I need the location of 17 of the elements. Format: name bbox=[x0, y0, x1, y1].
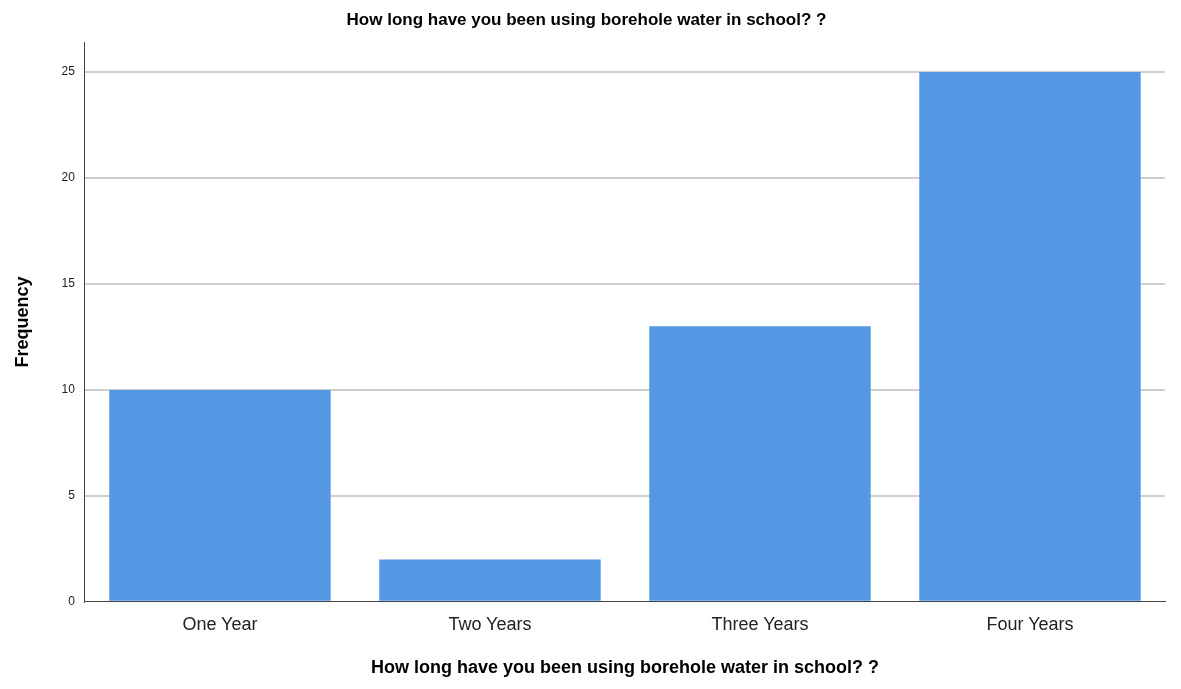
y-tick-label: 10 bbox=[61, 382, 76, 397]
x-tick-label: Three Years bbox=[711, 613, 809, 634]
bar bbox=[109, 389, 331, 601]
y-tick-label: 15 bbox=[61, 276, 76, 291]
x-tick-label: Four Years bbox=[986, 613, 1074, 634]
x-tick-label: Two Years bbox=[448, 613, 532, 634]
x-tick-label: One Year bbox=[182, 613, 258, 634]
y-tick-label: 5 bbox=[68, 488, 76, 503]
bar bbox=[919, 72, 1141, 601]
bar bbox=[649, 326, 871, 601]
y-axis-title: Frequency bbox=[11, 276, 32, 368]
chart-title: How long have you been using borehole water in school? ? bbox=[346, 9, 827, 29]
y-tick-label: 0 bbox=[68, 594, 76, 609]
y-tick-label: 25 bbox=[61, 64, 76, 79]
bar bbox=[379, 559, 601, 601]
y-tick-label: 20 bbox=[61, 170, 76, 185]
x-axis-title: How long have you been using borehole water in school? ? bbox=[370, 657, 880, 678]
